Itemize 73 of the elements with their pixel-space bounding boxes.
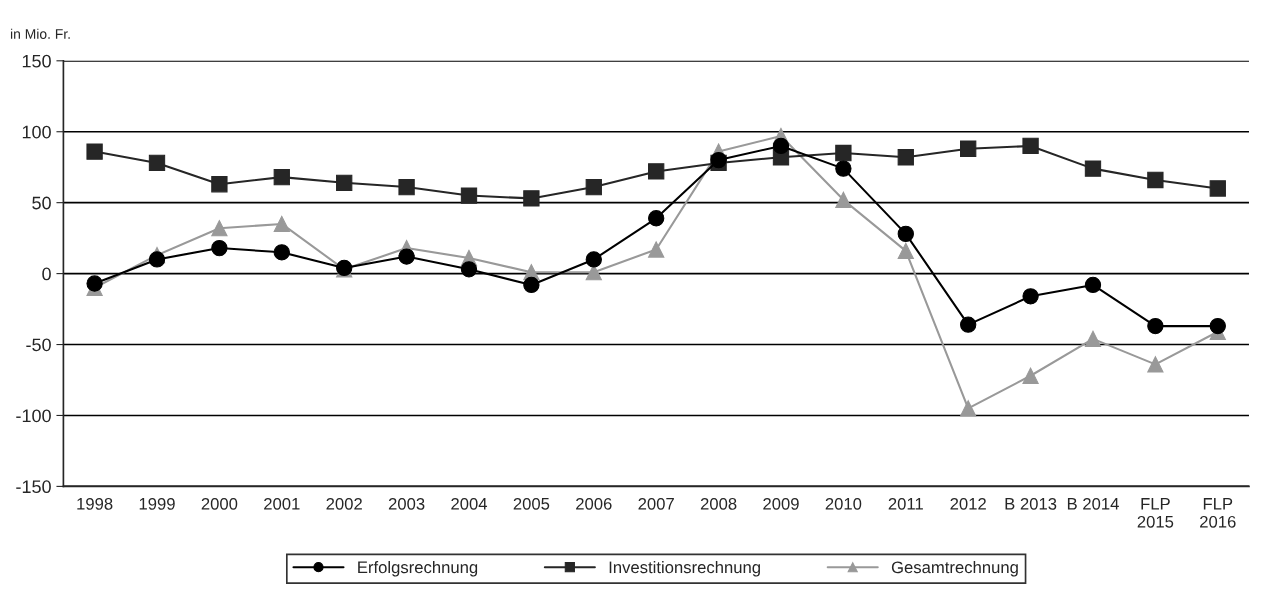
x-tick-label: 2007 [638, 497, 674, 510]
point [897, 242, 914, 260]
point [1022, 137, 1039, 155]
point [1084, 276, 1102, 294]
point [86, 143, 103, 160]
x-tick-label: 2008 [700, 497, 737, 510]
y-tick-label: 100 [22, 125, 51, 139]
y-tick-label: 0 [42, 267, 51, 281]
point [648, 241, 665, 258]
legend-label: Erfolgsrechnung [358, 560, 478, 577]
x-tick-label: 1998 [77, 497, 113, 510]
point [1147, 356, 1164, 373]
point [960, 316, 977, 333]
x-tick-label: B 2013 [1005, 497, 1057, 510]
point [523, 190, 540, 207]
point [585, 178, 602, 196]
point [1084, 160, 1102, 177]
x-tick-label: 2003 [388, 497, 425, 510]
y-tick-label: -150 [16, 480, 51, 494]
point [1022, 288, 1039, 305]
point [211, 176, 228, 193]
point [835, 144, 852, 162]
x-tick-label: 1999 [139, 497, 175, 510]
x-tick-label: 2004 [451, 497, 488, 510]
point [1147, 317, 1164, 335]
point [585, 251, 602, 268]
point [835, 191, 852, 208]
point [1084, 330, 1102, 348]
point [648, 210, 665, 227]
y-tick-label: 50 [32, 196, 51, 210]
y-tick-label: -50 [26, 338, 51, 352]
point [523, 276, 540, 294]
x-tick-label: 2009 [763, 497, 799, 510]
x-tick-label: 2010 [825, 497, 862, 510]
point [398, 248, 415, 265]
x-tick-label: FLP 2015 [1137, 498, 1174, 528]
point [960, 140, 977, 157]
x-tick-label: FLP 2016 [1200, 498, 1236, 528]
y-tick-label: 150 [22, 54, 51, 68]
x-tick-label: B 2014 [1067, 497, 1119, 510]
x-tick-label: 2011 [888, 497, 923, 510]
point [273, 168, 290, 186]
point [960, 400, 977, 417]
point [1209, 180, 1226, 197]
point [897, 225, 914, 243]
point [648, 163, 665, 180]
point [835, 160, 852, 177]
y-tick-label: -100 [16, 409, 51, 423]
point [148, 251, 166, 268]
x-tick-label: 2006 [576, 497, 612, 510]
point [273, 244, 290, 261]
point [772, 137, 790, 155]
x-tick-label: 2005 [513, 497, 550, 510]
y-axis-title: in Mio. Fr. [10, 28, 70, 39]
point [398, 178, 415, 196]
point [897, 149, 914, 166]
x-tick-label: 2001 [264, 497, 300, 510]
x-tick-label: 2002 [326, 497, 362, 510]
x-tick-label: 2012 [950, 497, 986, 510]
point [1022, 367, 1039, 384]
legend-label: Gesamtrechnung [891, 560, 1018, 577]
point [148, 154, 166, 172]
point [211, 239, 228, 257]
x-tick-label: 2000 [201, 497, 238, 510]
point [273, 215, 290, 233]
point [86, 275, 103, 292]
point [336, 174, 353, 191]
point [460, 261, 478, 278]
legend-label: Investitionsrechnung [609, 560, 760, 577]
point [460, 187, 478, 204]
point [1147, 171, 1164, 189]
point [1209, 317, 1226, 335]
point [211, 220, 228, 237]
